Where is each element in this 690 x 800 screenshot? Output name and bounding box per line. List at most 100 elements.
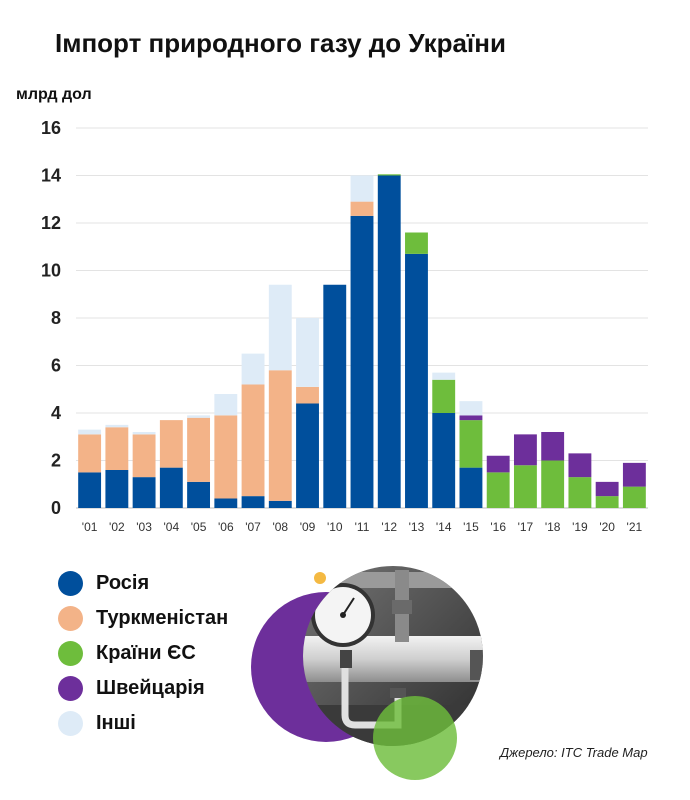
legend-item: Росія	[58, 566, 228, 601]
bar-segment	[323, 284, 347, 508]
bar-segment	[486, 455, 510, 473]
bar-segment	[432, 379, 456, 413]
x-tick-label: '06	[218, 520, 234, 534]
bar-segment	[568, 453, 592, 478]
legend-label: Туркменістан	[96, 607, 229, 629]
x-tick-label: '19	[572, 520, 588, 534]
bar-segment	[622, 486, 646, 508]
bar-segment	[241, 384, 265, 497]
bar-segment	[187, 481, 211, 508]
bar-segment	[405, 232, 428, 254]
x-tick-label: '20	[599, 520, 615, 534]
x-tick-label: '13	[409, 520, 425, 534]
x-axis-ticks: '01 '02 '03 '04 '05 '06 '07 '08 '09 '10 '11 '12 '13 '…	[82, 520, 643, 534]
x-tick-label: '10	[327, 520, 343, 534]
bar-segment	[214, 394, 238, 416]
bar-segment	[595, 496, 619, 508]
bar-segment	[214, 415, 238, 499]
source-note: Джерело: ITC Trade Map	[500, 745, 648, 760]
bar-segment	[377, 175, 401, 508]
green-accent-circle	[373, 696, 457, 780]
bar-segment	[159, 420, 183, 468]
bar-segment	[459, 420, 483, 468]
bar-segment	[132, 432, 156, 435]
bar-segment	[105, 470, 129, 508]
bar-segment	[541, 460, 565, 508]
legend: Росія Туркменістан Країни ЄС Швейцарія Інші	[58, 566, 228, 741]
x-tick-label: '09	[300, 520, 316, 534]
x-tick-label: '21	[627, 520, 643, 534]
legend-label: Швейцарія	[96, 677, 205, 699]
bar-segment	[241, 353, 265, 385]
bar-segment	[296, 386, 319, 404]
x-tick-label: '07	[245, 520, 261, 534]
legend-label: Країни ЄС	[96, 642, 196, 664]
bar-segment	[486, 472, 510, 508]
legend-swatch	[58, 676, 83, 701]
legend-label: Росія	[96, 572, 150, 594]
x-tick-label: '08	[272, 520, 288, 534]
y-tick-label: 2	[51, 451, 61, 471]
y-tick-label: 0	[51, 498, 61, 518]
bar-segment	[268, 284, 292, 371]
bar-segment	[513, 465, 537, 508]
legend-item: Інші	[58, 706, 228, 741]
legend-item: Туркменістан	[58, 601, 228, 636]
y-tick-label: 4	[51, 403, 61, 423]
chart-title: Імпорт природного газу до України	[55, 28, 506, 58]
bar-segment	[241, 496, 265, 508]
bar-segment	[405, 253, 428, 508]
bar-segment	[159, 467, 183, 508]
legend-item: Країни ЄС	[58, 636, 228, 671]
x-tick-label: '15	[463, 520, 479, 534]
x-tick-label: '03	[136, 520, 152, 534]
bar-segment	[78, 429, 102, 435]
bar-segment	[459, 415, 483, 421]
bar-segment	[622, 462, 646, 487]
y-axis-unit-label: млрд дол	[16, 86, 92, 103]
x-tick-label: '04	[164, 520, 180, 534]
legend-item: Швейцарія	[58, 671, 228, 706]
bar-segment	[350, 175, 374, 202]
bar-segment	[541, 432, 565, 461]
bars	[78, 174, 646, 508]
y-axis-ticks: 0 2 4 6 8 10 12 14 16	[41, 118, 61, 518]
y-tick-label: 8	[51, 308, 61, 328]
bar-segment	[187, 415, 211, 418]
bar-segment	[432, 413, 456, 508]
bar-segment	[105, 427, 129, 470]
y-tick-label: 6	[51, 356, 61, 376]
bar-segment	[78, 472, 102, 508]
bar-segment	[513, 434, 537, 466]
bar-segment	[377, 174, 401, 176]
bar-segment	[296, 403, 319, 508]
bar-segment	[187, 417, 211, 482]
bar-segment	[595, 481, 619, 497]
x-tick-label: '16	[490, 520, 506, 534]
bar-segment	[350, 201, 374, 216]
legend-swatch	[58, 711, 83, 736]
legend-swatch	[58, 641, 83, 666]
bar-segment	[459, 401, 483, 416]
legend-swatch	[58, 571, 83, 596]
y-tick-label: 16	[41, 118, 61, 138]
x-tick-label: '14	[436, 520, 452, 534]
bar-segment	[459, 467, 483, 508]
bar-segment	[78, 434, 102, 473]
legend-swatch	[58, 606, 83, 631]
x-tick-label: '05	[191, 520, 207, 534]
x-tick-label: '18	[545, 520, 561, 534]
bar-segment	[350, 215, 374, 508]
bar-segment	[432, 372, 456, 380]
x-tick-label: '02	[109, 520, 125, 534]
bar-segment	[105, 424, 129, 428]
x-tick-label: '12	[381, 520, 397, 534]
y-tick-label: 14	[41, 166, 61, 186]
bar-segment	[132, 477, 156, 508]
y-tick-label: 12	[41, 213, 61, 233]
bar-segment	[268, 370, 292, 501]
bar-segment	[132, 434, 156, 478]
orange-accent-dot	[314, 572, 326, 584]
bar-segment	[568, 477, 592, 508]
